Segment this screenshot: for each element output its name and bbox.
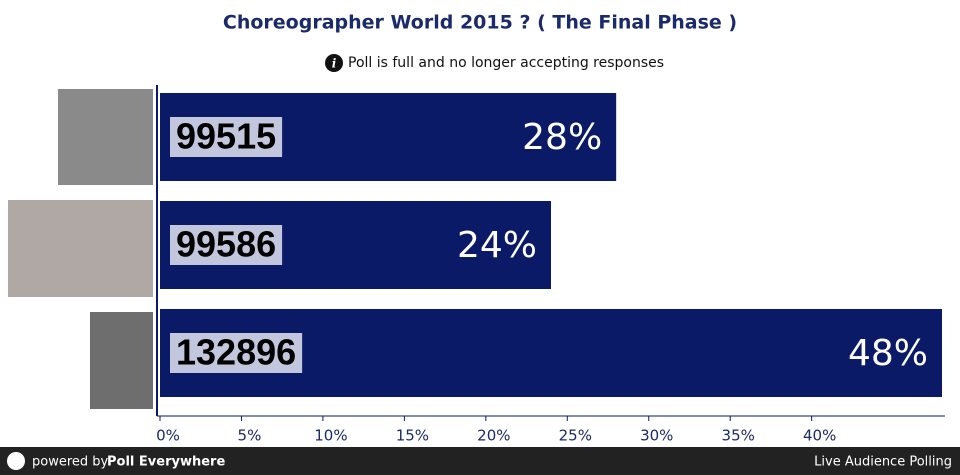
photos (8, 89, 153, 409)
photo (8, 200, 153, 297)
footer-prefix: powered by (32, 455, 109, 470)
x-tick-label: 35% (722, 427, 755, 445)
x-tick-label: 20% (477, 427, 510, 445)
category-box (170, 225, 283, 265)
chart-title: Choreographer World 2015 ? ( The Final P… (223, 12, 737, 34)
value-label: 24% (457, 225, 537, 266)
footer-right: Live Audience Polling (814, 455, 952, 470)
photo (58, 89, 153, 185)
photo (90, 312, 153, 409)
category-box (170, 333, 303, 373)
info-icon (325, 54, 343, 72)
info-icon-glyph: i (332, 57, 337, 71)
value-label: 48% (848, 333, 928, 374)
x-tick-label: 40% (803, 427, 836, 445)
footer-brand: Poll Everywhere (107, 455, 225, 470)
x-tick-label: 15% (396, 427, 429, 445)
footer-logo (7, 452, 25, 470)
x-tick-label: 25% (559, 427, 592, 445)
subtitle: Poll is full and no longer accepting res… (348, 55, 664, 71)
category-label: 99586 (176, 224, 276, 265)
x-tick-label: 0% (156, 427, 180, 445)
x-tick-label: 30% (640, 427, 673, 445)
category-box (170, 117, 283, 157)
category-label: 99515 (176, 116, 276, 157)
x-tick-label: 5% (238, 427, 262, 445)
value-label: 28% (522, 117, 602, 158)
category-label: 132896 (176, 332, 296, 373)
x-tick-label: 10% (314, 427, 347, 445)
footer-bar (0, 447, 960, 475)
